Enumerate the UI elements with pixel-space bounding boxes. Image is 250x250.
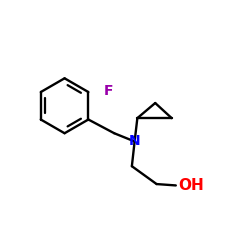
Text: OH: OH xyxy=(178,178,204,193)
Text: F: F xyxy=(104,84,113,98)
Text: N: N xyxy=(129,134,140,148)
